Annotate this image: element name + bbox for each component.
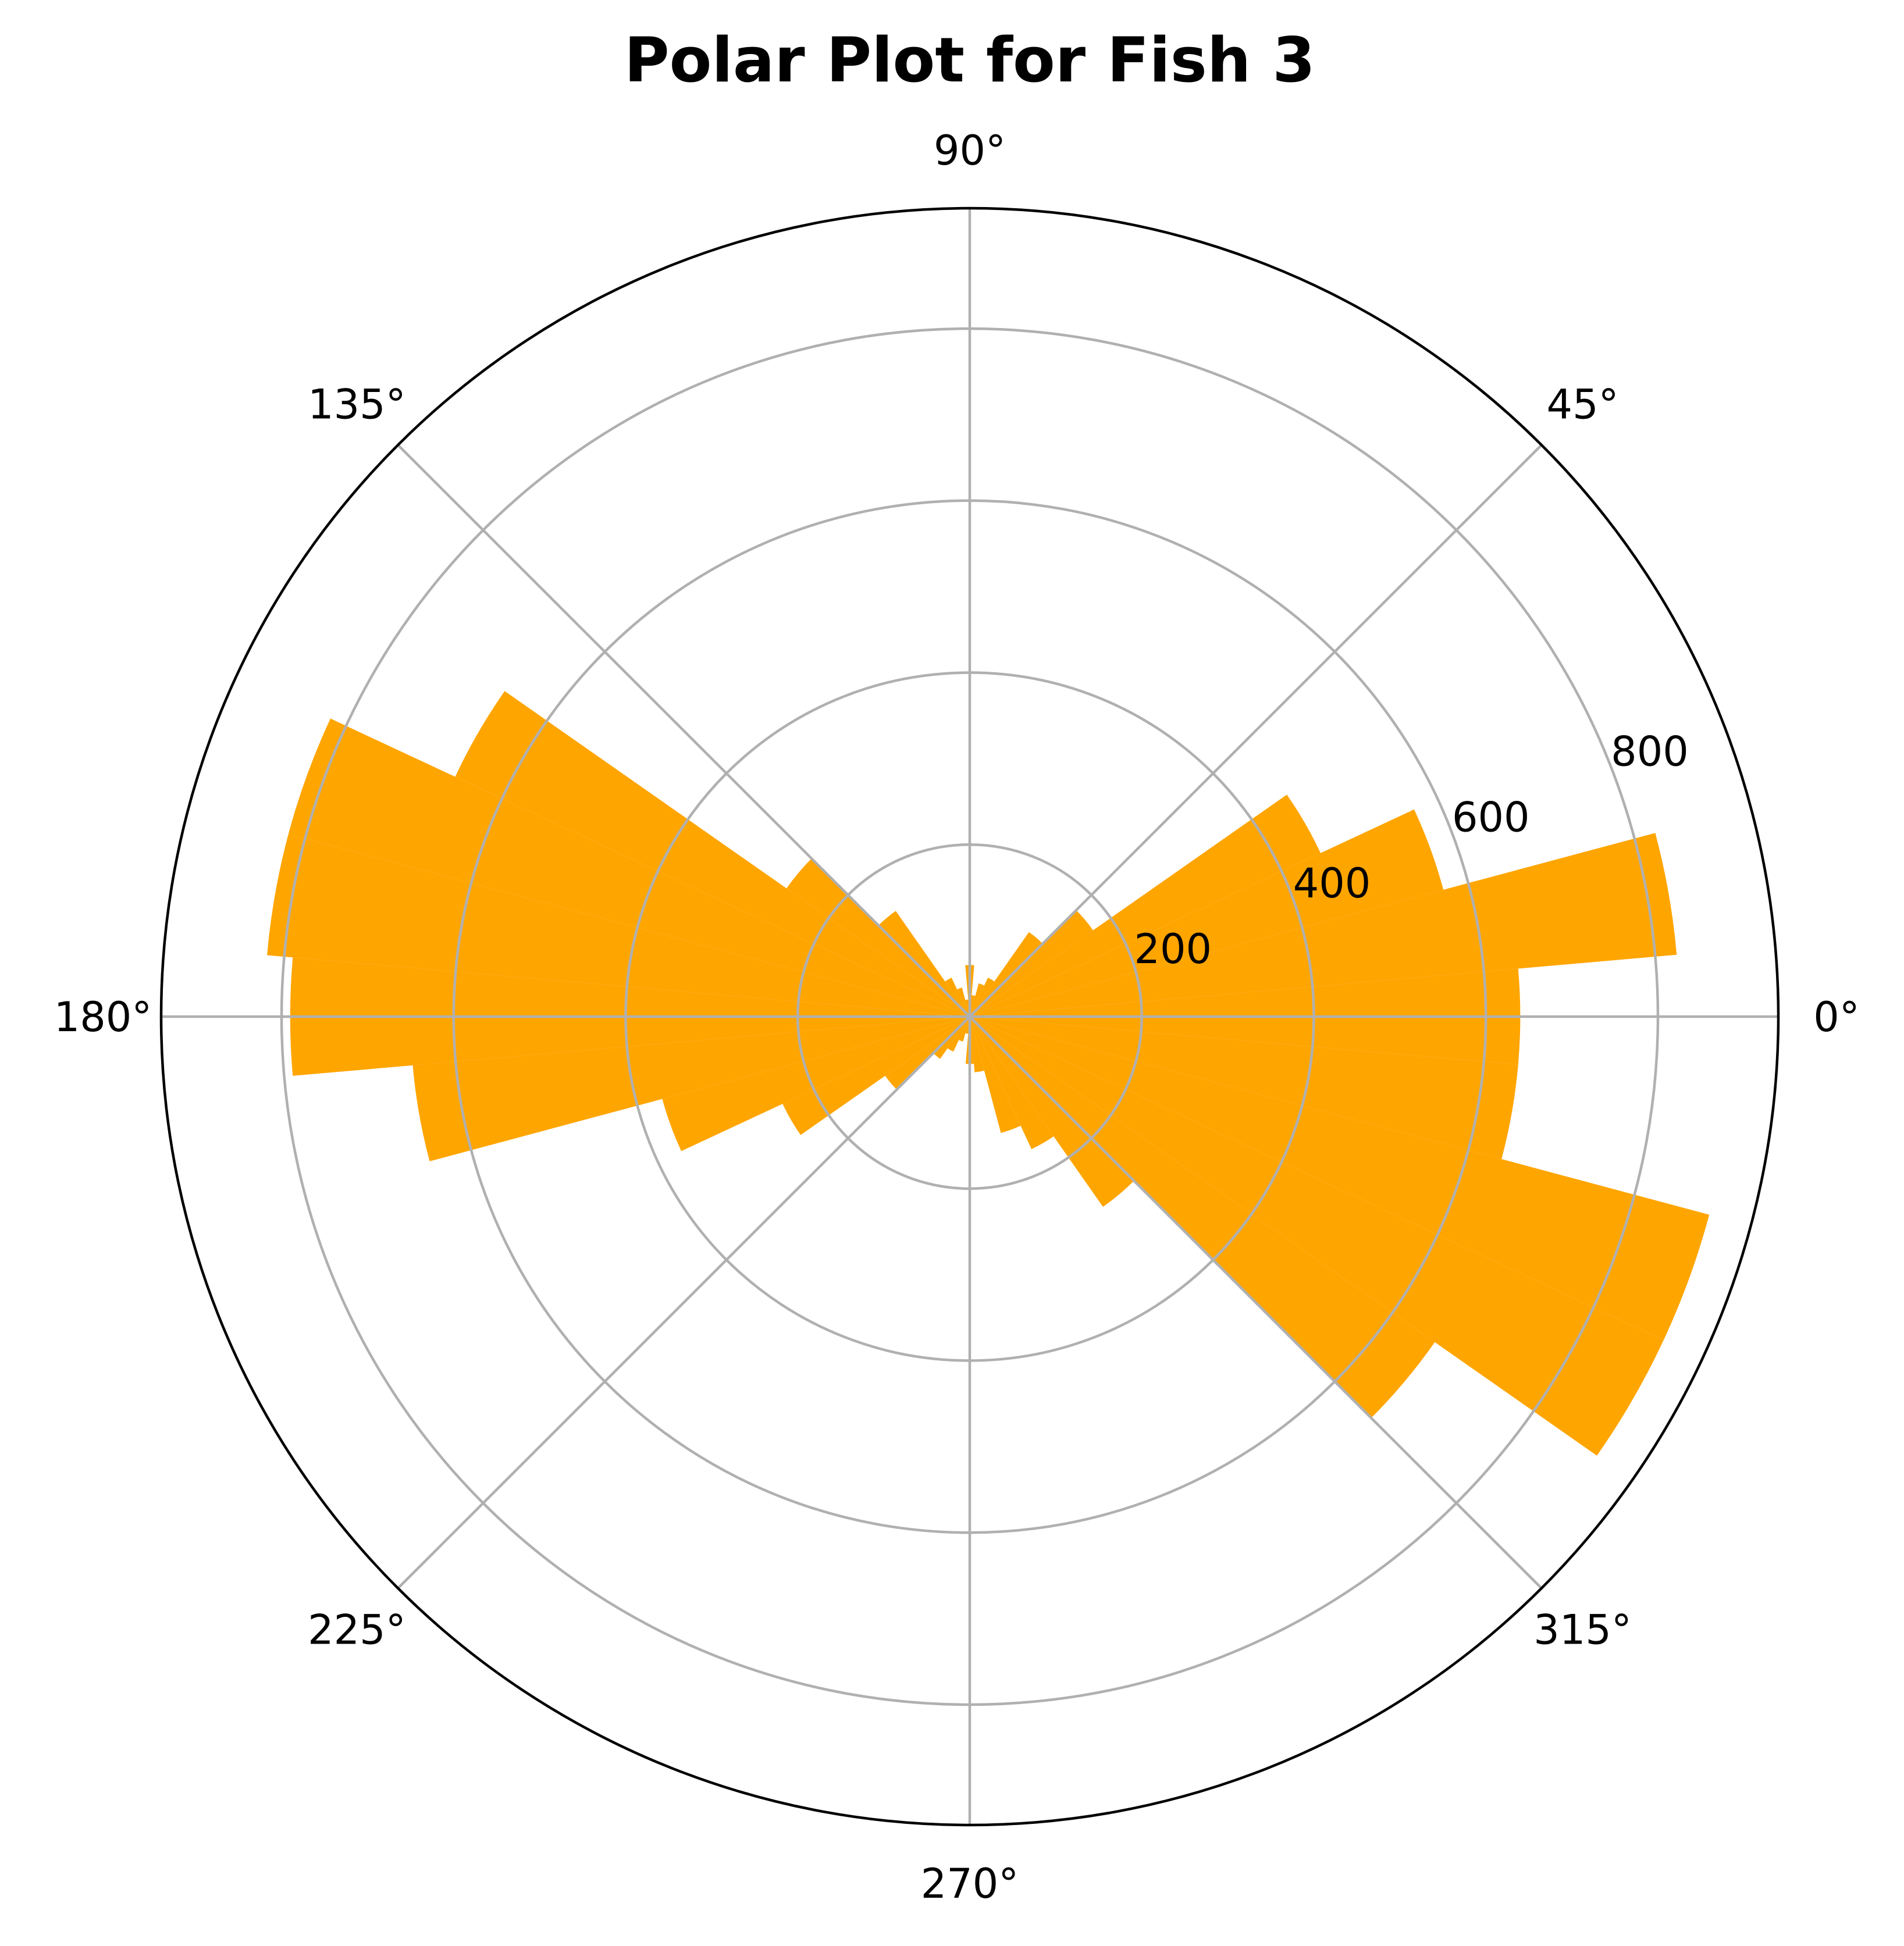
- bar-50deg: [970, 932, 1043, 1017]
- grid-spoke-45: [969, 444, 1543, 1018]
- bar-160deg: [288, 718, 970, 1017]
- theta-tick-label: 225°: [308, 1606, 406, 1654]
- bar-320deg: [970, 1017, 1435, 1418]
- bar-280deg: [970, 1017, 984, 1072]
- bar-170deg: [267, 834, 970, 1017]
- grid-layer: [161, 208, 1778, 1825]
- theta-tick-label: 0°: [1813, 993, 1860, 1041]
- bar-10deg: [970, 833, 1677, 1017]
- bar-210deg: [782, 1017, 970, 1135]
- bar-350deg: [970, 1017, 1518, 1159]
- r-tick-label: 800: [1611, 728, 1689, 775]
- r-tick-label: 600: [1452, 794, 1530, 842]
- bar-150deg: [455, 691, 970, 1017]
- theta-tick-label: 180°: [54, 993, 152, 1041]
- bar-130deg: [878, 911, 970, 1017]
- grid-spoke-315: [969, 1015, 1543, 1589]
- bar-200deg: [662, 1017, 970, 1152]
- bar-300deg: [970, 1017, 1054, 1149]
- bar-290deg: [970, 1017, 1021, 1133]
- theta-tick-label: 90°: [934, 127, 1006, 174]
- bar-310deg: [970, 1017, 1134, 1207]
- bar-340deg: [970, 1017, 1710, 1341]
- r-tick-label: 400: [1293, 860, 1371, 907]
- bar-80deg: [970, 995, 976, 1017]
- theta-tick-label: 315°: [1533, 1606, 1632, 1654]
- bar-240deg: [947, 1017, 970, 1052]
- bar-110deg: [957, 988, 970, 1017]
- theta-tick-label: 270°: [921, 1860, 1019, 1908]
- bar-70deg: [970, 983, 984, 1017]
- angle-tick-labels: 0° 45° 90° 135° 180° 225° 270° 315°: [54, 127, 1860, 1908]
- bar-20deg: [970, 809, 1444, 1017]
- bar-40deg: [970, 910, 1093, 1017]
- bar-140deg: [786, 858, 970, 1017]
- bar-250deg: [959, 1017, 970, 1042]
- grid-spoke-135: [397, 444, 971, 1018]
- outer-frame: [159, 206, 1780, 1827]
- bar-190deg: [412, 1017, 970, 1161]
- theta-tick-label: 45°: [1547, 380, 1619, 428]
- bar-330deg: [970, 1017, 1664, 1456]
- theta-tick-label: 135°: [308, 380, 406, 428]
- grid-spoke-225: [397, 1015, 971, 1589]
- chart-title: Polar Plot for Fish 3: [624, 24, 1315, 96]
- radial-tick-labels: 200 400 600 800: [1134, 728, 1688, 973]
- r-tick-label: 200: [1134, 925, 1212, 973]
- bar-60deg: [970, 977, 995, 1017]
- bar-30deg: [970, 794, 1321, 1017]
- bar-220deg: [885, 1017, 970, 1090]
- bar-120deg: [945, 977, 970, 1017]
